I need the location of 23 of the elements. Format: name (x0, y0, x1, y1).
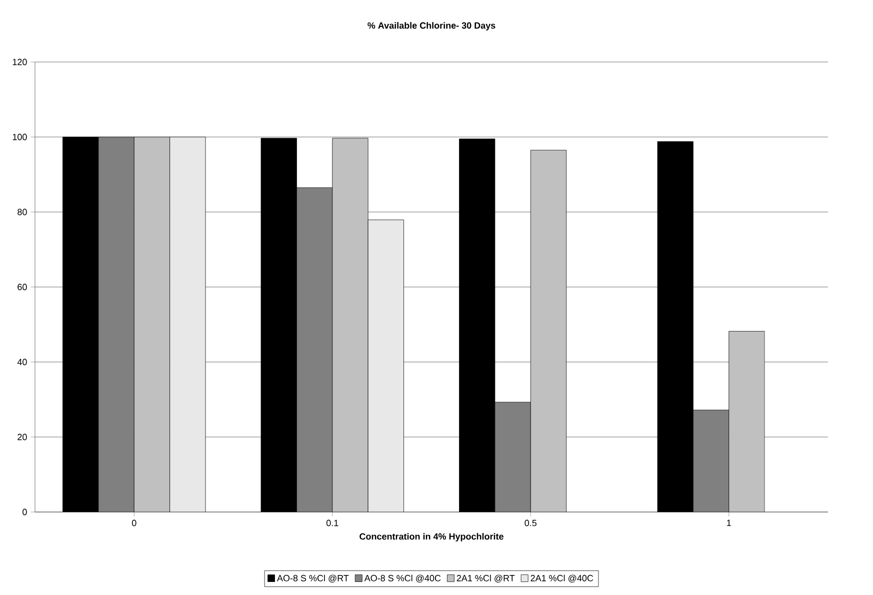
bar (368, 220, 404, 512)
x-tick-label: 0.1 (326, 520, 338, 526)
legend-label: AO-8 S %Cl @RT (276, 574, 349, 582)
y-tick-label: 60 (18, 284, 27, 290)
x-tick-label: 0.5 (524, 520, 537, 526)
y-tick-label: 20 (18, 434, 27, 440)
x-tick-label: 0 (132, 520, 136, 526)
x-axis-title: Concentration in 4% Hypochlorite (360, 533, 504, 542)
y-tick-label: 0 (22, 508, 27, 516)
chart-title: % Available Chlorine- 30 Days (368, 22, 496, 30)
y-tick-label: 40 (17, 358, 27, 366)
legend-label: 2A1 %Cl @40C (530, 574, 594, 582)
bar (296, 187, 333, 512)
y-tick-label: 80 (18, 208, 27, 216)
legend-label: AO-8 S %Cl @40C (364, 574, 441, 582)
y-tick-label: 120 (12, 58, 27, 66)
bar (692, 410, 730, 512)
x-tick-label: 1 (727, 520, 731, 526)
bar (98, 136, 134, 512)
bar (494, 402, 531, 512)
legend-label: 2A1 %Cl @RT (456, 574, 515, 582)
bar (170, 136, 206, 512)
y-tick-label: 100 (12, 134, 27, 140)
